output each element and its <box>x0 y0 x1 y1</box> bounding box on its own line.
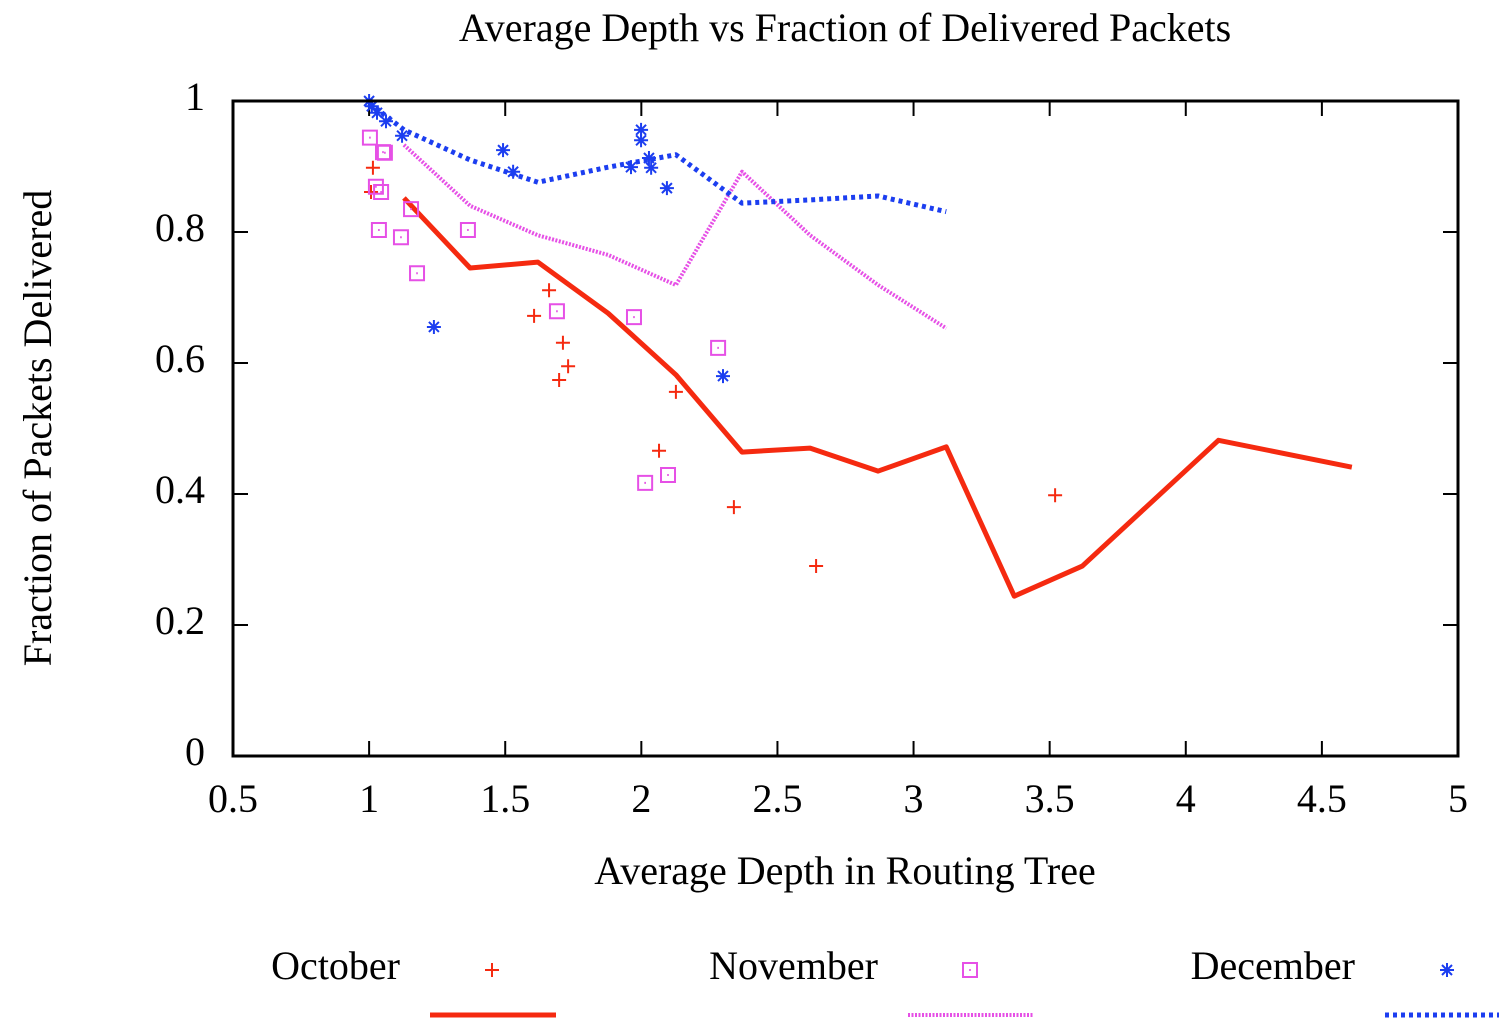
x-tick-label: 5 <box>1448 776 1468 821</box>
x-tick-label: 1 <box>359 776 379 821</box>
y-axis-label: Fraction of Packets Delivered <box>15 190 60 667</box>
data-point <box>542 283 557 298</box>
data-point <box>376 144 393 161</box>
data-point <box>637 474 654 491</box>
x-tick-label: 0.5 <box>208 776 258 821</box>
data-point <box>623 160 638 175</box>
chart-title: Average Depth vs Fraction of Delivered P… <box>459 5 1231 50</box>
y-tick-label: 0.6 <box>155 336 205 381</box>
data-point <box>459 222 476 239</box>
data-point <box>527 308 542 323</box>
data-point <box>364 99 379 114</box>
data-point <box>506 164 521 179</box>
data-point <box>660 467 677 484</box>
x-tick-label: 3 <box>904 776 924 821</box>
x-tick-label: 1.5 <box>480 776 530 821</box>
data-point <box>659 181 674 196</box>
legend-marker <box>485 963 499 977</box>
data-point <box>634 122 649 137</box>
y-tick-label: 0.4 <box>155 467 205 512</box>
data-point <box>809 559 824 574</box>
data-point <box>409 265 426 282</box>
trend-line <box>367 100 947 215</box>
data-point <box>395 128 410 143</box>
trend-line <box>402 143 948 330</box>
data-point <box>552 373 567 388</box>
x-tick-label: 4.5 <box>1297 776 1347 821</box>
data-point <box>634 133 649 148</box>
data-point <box>668 384 683 399</box>
data-point <box>392 229 409 246</box>
data-point <box>403 201 420 218</box>
y-tick-label: 1 <box>185 74 205 119</box>
y-tick-label: 0 <box>185 729 205 774</box>
data-point <box>367 178 384 195</box>
legend-label: December <box>1191 943 1355 988</box>
data-point <box>364 185 379 200</box>
data-point <box>548 303 565 320</box>
data-point <box>370 105 385 120</box>
data-point <box>365 160 380 175</box>
plot-frame <box>231 99 1460 758</box>
x-tick-label: 2 <box>631 776 651 821</box>
y-tick-label: 0.2 <box>155 598 205 643</box>
x-tick-label: 4 <box>1176 776 1196 821</box>
data-point <box>373 184 390 201</box>
data-point <box>652 443 667 458</box>
data-point <box>641 150 656 165</box>
data-point <box>1048 488 1063 503</box>
data-point <box>426 319 441 334</box>
legend-marker <box>962 962 978 978</box>
data-point <box>716 369 730 384</box>
trend-line <box>402 196 1353 599</box>
data-point <box>644 160 659 175</box>
data-point <box>378 114 393 129</box>
data-point <box>496 143 511 158</box>
data-point <box>726 500 741 515</box>
data-point <box>561 359 576 374</box>
data-point <box>361 129 378 146</box>
data-point <box>625 309 642 326</box>
legend-label: October <box>271 943 400 988</box>
legend-marker <box>1440 963 1454 977</box>
y-tick-label: 0.8 <box>155 205 205 250</box>
x-tick-label: 3.5 <box>1025 776 1075 821</box>
data-point <box>370 222 387 239</box>
x-axis-label: Average Depth in Routing Tree <box>594 848 1095 893</box>
data-point <box>710 339 727 356</box>
legend-label: November <box>709 943 878 988</box>
data-point <box>555 335 570 350</box>
x-tick-label: 2.5 <box>752 776 802 821</box>
